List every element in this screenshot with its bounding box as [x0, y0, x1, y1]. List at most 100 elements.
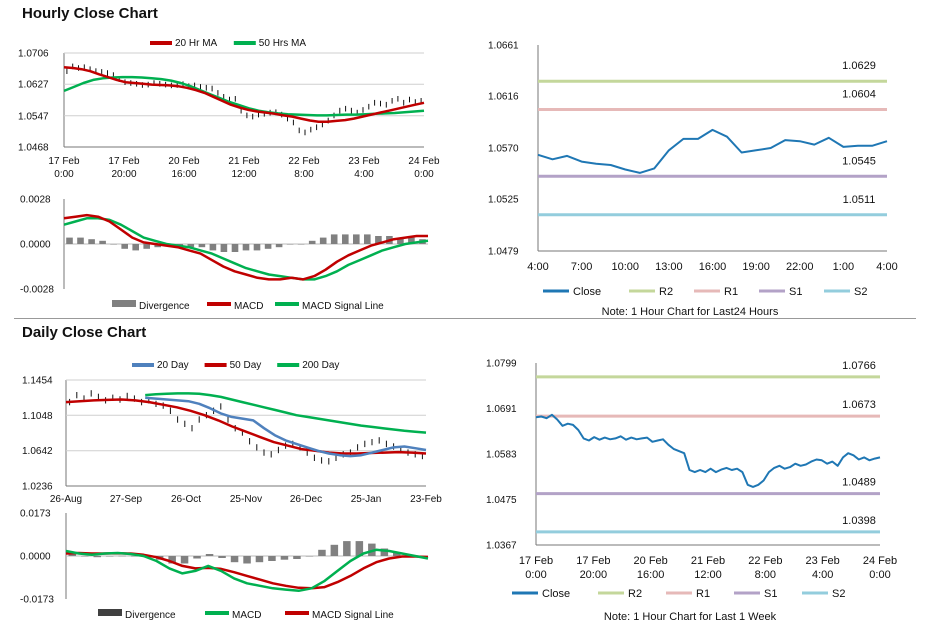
daily-macd-legend-swatch — [98, 609, 122, 616]
daily-levels-x-tick-label: 0:00 — [869, 569, 890, 581]
daily-levels-y-tick-label: 1.0583 — [486, 450, 517, 461]
daily-price-x-tick-label: 23-Feb — [410, 494, 442, 505]
hourly-divergence-bar — [330, 234, 338, 244]
daily-macd-y-tick-label: -0.0173 — [20, 595, 54, 606]
hourly-levels-x-tick-label: 4:00 — [876, 261, 897, 273]
daily-levels-x-tick-label: 16:00 — [637, 569, 665, 581]
daily-macd-legend-label: Divergence — [125, 610, 176, 621]
hourly-divergence-bar — [275, 244, 283, 248]
daily-level-label: 1.0398 — [842, 515, 876, 527]
hourly-price-x-tick-label: 24 Feb — [408, 156, 440, 167]
hourly-divergence-bar — [99, 240, 106, 244]
hourly-divergence-bar — [375, 236, 382, 244]
hourly-macd-legend-label: MACD Signal Line — [302, 301, 384, 312]
daily-levels-x-tick-label: 4:00 — [812, 569, 833, 581]
daily-divergence-bar — [193, 556, 201, 559]
daily-price-y-tick-label: 1.1454 — [22, 376, 53, 387]
hourly-divergence-bar — [66, 237, 73, 244]
hourly-levels-legend-label: R1 — [724, 286, 738, 298]
hourly-levels-legend-label: S2 — [854, 286, 867, 298]
daily-ma20-line — [145, 396, 427, 458]
daily-levels-x-tick-label: 20:00 — [580, 569, 608, 581]
hourly-divergence-bar — [397, 237, 404, 244]
daily-levels-x-tick-label: 23 Feb — [806, 555, 840, 567]
daily-levels-x-tick-label: 0:00 — [525, 569, 546, 581]
daily-divergence-bar — [205, 554, 214, 556]
hourly-price-x-tick-label: 22 Feb — [288, 156, 320, 167]
hourly-price-x-tick-label: 0:00 — [54, 169, 74, 180]
hourly-divergence-bar — [187, 244, 195, 248]
daily-divergence-bar — [268, 556, 276, 561]
daily-levels-x-tick-label: 20 Feb — [634, 555, 668, 567]
hourly-divergence-bar — [209, 244, 217, 251]
hourly-divergence-bar — [353, 234, 360, 244]
hourly-macd-y-tick-label: 0.0028 — [20, 195, 51, 206]
hourly-price-legend-label: 50 Hrs MA — [259, 38, 307, 49]
hourly-price-x-tick-label: 17 Feb — [108, 156, 140, 167]
hourly-levels-y-tick-label: 1.0661 — [488, 41, 519, 52]
daily-price-legend-label: 200 Day — [302, 360, 339, 371]
daily-levels-y-tick-label: 1.0799 — [486, 359, 517, 370]
daily-divergence-bar — [343, 541, 351, 556]
section-divider — [14, 318, 916, 319]
hourly-divergence-bar — [364, 234, 371, 244]
daily-price-x-tick-label: 25-Nov — [230, 494, 262, 505]
daily-macd-y-tick-label: 0.0173 — [20, 509, 51, 520]
daily-levels-legend-label: S1 — [764, 588, 777, 600]
daily-divergence-bar — [105, 556, 114, 557]
hourly-divergence-bar — [308, 240, 316, 244]
hourly-price-x-tick-label: 12:00 — [231, 169, 256, 180]
hourly-divergence-bar — [110, 244, 117, 245]
hourly-divergence-bar — [88, 239, 95, 244]
daily-levels-y-tick-label: 1.0691 — [486, 404, 517, 415]
daily-section-title: Daily Close Chart — [22, 324, 147, 341]
daily-price-x-tick-label: 27-Sep — [110, 494, 143, 505]
hourly-price-x-tick-label: 20:00 — [111, 169, 136, 180]
hourly-macd-line — [63, 213, 428, 281]
daily-levels-x-tick-label: 8:00 — [755, 569, 776, 581]
hourly-level-label: 1.0545 — [842, 155, 876, 167]
daily-close-line — [535, 413, 881, 488]
hourly-levels-x-tick-label: 13:00 — [655, 261, 683, 273]
daily-level-label: 1.0673 — [842, 399, 876, 411]
hourly-price-x-tick-label: 21 Feb — [228, 156, 260, 167]
daily-divergence-bar — [380, 548, 389, 556]
daily-levels-x-tick-label: 21 Feb — [691, 555, 725, 567]
hourly-price-x-tick-label: 8:00 — [294, 169, 314, 180]
daily-price-x-tick-label: 26-Dec — [290, 494, 322, 505]
hourly-price-y-tick-label: 1.0706 — [18, 49, 49, 60]
hourly-price-x-tick-label: 17 Feb — [48, 156, 80, 167]
hourly-price-x-tick-label: 20 Feb — [168, 156, 200, 167]
daily-price-y-tick-label: 1.0236 — [22, 482, 53, 493]
daily-levels-y-tick-label: 1.0475 — [486, 495, 517, 506]
hourly-divergence-bar — [297, 244, 305, 245]
hourly-levels-legend-label: R2 — [659, 286, 673, 298]
daily-levels-x-tick-label: 17 Feb — [519, 555, 553, 567]
daily-divergence-bar — [130, 556, 139, 557]
daily-levels-legend-label: Close — [542, 588, 570, 600]
hourly-level-label: 1.0604 — [842, 89, 876, 101]
hourly-levels-note: Note: 1 Hour Chart for Last24 Hours — [602, 306, 779, 318]
hourly-levels-x-tick-label: 16:00 — [699, 261, 727, 273]
daily-divergence-bar — [243, 556, 251, 564]
daily-levels-y-tick-label: 1.0367 — [486, 541, 517, 552]
hourly-divergence-bar — [286, 244, 294, 245]
daily-macd-line — [65, 548, 429, 593]
hourly-macd-signal-line — [63, 217, 429, 281]
daily-level-label: 1.0766 — [842, 360, 876, 372]
hourly-levels-legend-label: S1 — [789, 286, 802, 298]
hourly-divergence-bar — [264, 244, 272, 249]
daily-levels-legend-label: S2 — [832, 588, 845, 600]
daily-levels-legend-label: R1 — [696, 588, 710, 600]
hourly-macd-y-tick-label: 0.0000 — [20, 240, 51, 251]
hourly-levels-y-tick-label: 1.0616 — [488, 91, 519, 102]
daily-price-y-tick-label: 1.0642 — [22, 446, 53, 457]
daily-divergence-bar — [393, 553, 401, 556]
hourly-macd-legend-label: MACD — [234, 301, 263, 312]
daily-macd-legend-label: MACD — [232, 610, 261, 621]
hourly-section-title: Hourly Close Chart — [22, 5, 158, 22]
daily-ma200-line — [145, 392, 427, 434]
daily-divergence-bar — [81, 556, 89, 557]
daily-divergence-bar — [218, 556, 226, 558]
daily-divergence-bar — [230, 556, 239, 563]
